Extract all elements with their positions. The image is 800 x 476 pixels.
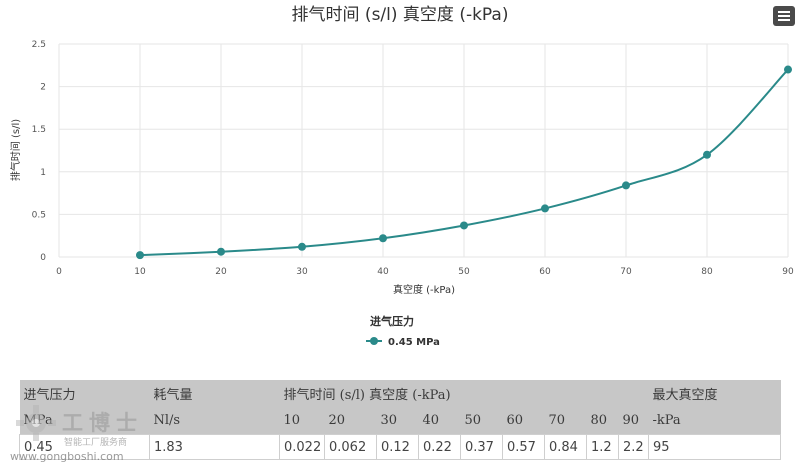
x-tick-label: 0 <box>56 267 62 277</box>
x-tick-label: 20 <box>215 267 227 277</box>
legend-label: 0.45 MPa <box>388 337 440 348</box>
x-tick-label: 80 <box>701 267 713 277</box>
menu-bar <box>778 15 790 17</box>
table-cell: 0.84 <box>544 434 587 460</box>
table-header-row: MPa Nl/s 10 20 30 40 50 60 70 80 90 -kPa <box>19 407 781 435</box>
table-header-row: 进气压力 耗气量 排气时间 (s/l) 真空度 (-kPa) 最大真空度 <box>19 380 781 407</box>
table-cell: 1.83 <box>149 434 280 460</box>
legend-title: 进气压力 <box>370 314 414 328</box>
line-chart: 排气时间 (s/l) 真空度 (-kPa) 0 10 20 30 40 50 60 70 80 9… <box>9 5 794 348</box>
table-cell: 0.57 <box>502 434 545 460</box>
x-tick-label: 10 <box>134 267 146 277</box>
y-tick-label: 1 <box>40 168 46 178</box>
header-air-consumption: 耗气量 <box>149 380 280 407</box>
data-point <box>784 65 792 74</box>
grid <box>58 43 789 258</box>
header-max-vacuum: 最大真空度 <box>648 380 781 407</box>
table-cell: 0.22 <box>418 434 461 460</box>
header-unit: 10 <box>279 407 325 435</box>
table-cell: 0.12 <box>376 434 419 460</box>
y-tick-label: 2.5 <box>32 40 46 50</box>
chart-title: 排气时间 (s/l) 真空度 (-kPa) <box>292 5 509 25</box>
table-cell: 0.45 <box>19 434 150 460</box>
menu-bar <box>778 19 790 21</box>
data-point <box>298 242 306 251</box>
table-cell: 2.2 <box>618 434 649 460</box>
y-tick-label: 0 <box>40 253 46 263</box>
header-unit: 70 <box>544 407 587 435</box>
header-unit: Nl/s <box>149 407 280 435</box>
series-group <box>136 65 792 260</box>
data-point <box>460 221 468 230</box>
header-unit: 20 <box>324 407 377 435</box>
table-row: 0.45 1.83 0.022 0.062 0.12 0.22 0.37 0.5… <box>19 434 781 460</box>
data-point <box>136 251 144 260</box>
header-unit: MPa <box>19 407 150 435</box>
header-unit: 80 <box>586 407 619 435</box>
data-point <box>541 204 549 213</box>
data-point <box>217 247 225 256</box>
spec-table-wrapper: 进气压力 耗气量 排气时间 (s/l) 真空度 (-kPa) 最大真空度 MPa… <box>19 380 781 460</box>
header-unit: 50 <box>460 407 503 435</box>
x-tick-label: 30 <box>296 267 308 277</box>
y-axis-label: 排气时间 (s/l) <box>9 119 22 181</box>
header-evacuation-time: 排气时间 (s/l) 真空度 (-kPa) <box>279 380 649 407</box>
table-cell: 0.37 <box>460 434 503 460</box>
y-axis-ticks: 0 0.5 1 1.5 2 2.5 <box>32 40 47 263</box>
x-axis-ticks: 0 10 20 30 40 50 60 70 80 90 <box>56 267 794 277</box>
header-unit: 30 <box>376 407 419 435</box>
data-point <box>703 150 711 159</box>
menu-bar <box>778 11 790 13</box>
y-tick-label: 2 <box>40 83 46 93</box>
y-tick-label: 0.5 <box>32 210 46 220</box>
x-tick-label: 90 <box>782 267 794 277</box>
x-tick-label: 50 <box>458 267 470 277</box>
header-unit: 60 <box>502 407 545 435</box>
x-axis-label: 真空度 (-kPa) <box>393 283 455 296</box>
data-point <box>622 181 630 190</box>
data-point <box>379 234 387 243</box>
legend-item[interactable]: 0.45 MPa <box>366 337 440 348</box>
header-unit: 90 <box>618 407 649 435</box>
table-cell: 0.022 <box>279 434 325 460</box>
x-tick-label: 40 <box>377 267 389 277</box>
x-tick-label: 70 <box>620 267 632 277</box>
header-unit: 40 <box>418 407 461 435</box>
spec-table: 进气压力 耗气量 排气时间 (s/l) 真空度 (-kPa) 最大真空度 MPa… <box>19 380 781 460</box>
y-tick-label: 1.5 <box>32 125 46 135</box>
table-cell: 0.062 <box>324 434 377 460</box>
table-cell: 1.2 <box>586 434 619 460</box>
header-unit: -kPa <box>648 407 781 435</box>
header-inlet-pressure: 进气压力 <box>19 380 150 407</box>
legend-marker <box>370 337 378 345</box>
table-cell: 95 <box>648 434 781 460</box>
x-tick-label: 60 <box>539 267 551 277</box>
hamburger-menu-icon[interactable] <box>773 6 795 26</box>
